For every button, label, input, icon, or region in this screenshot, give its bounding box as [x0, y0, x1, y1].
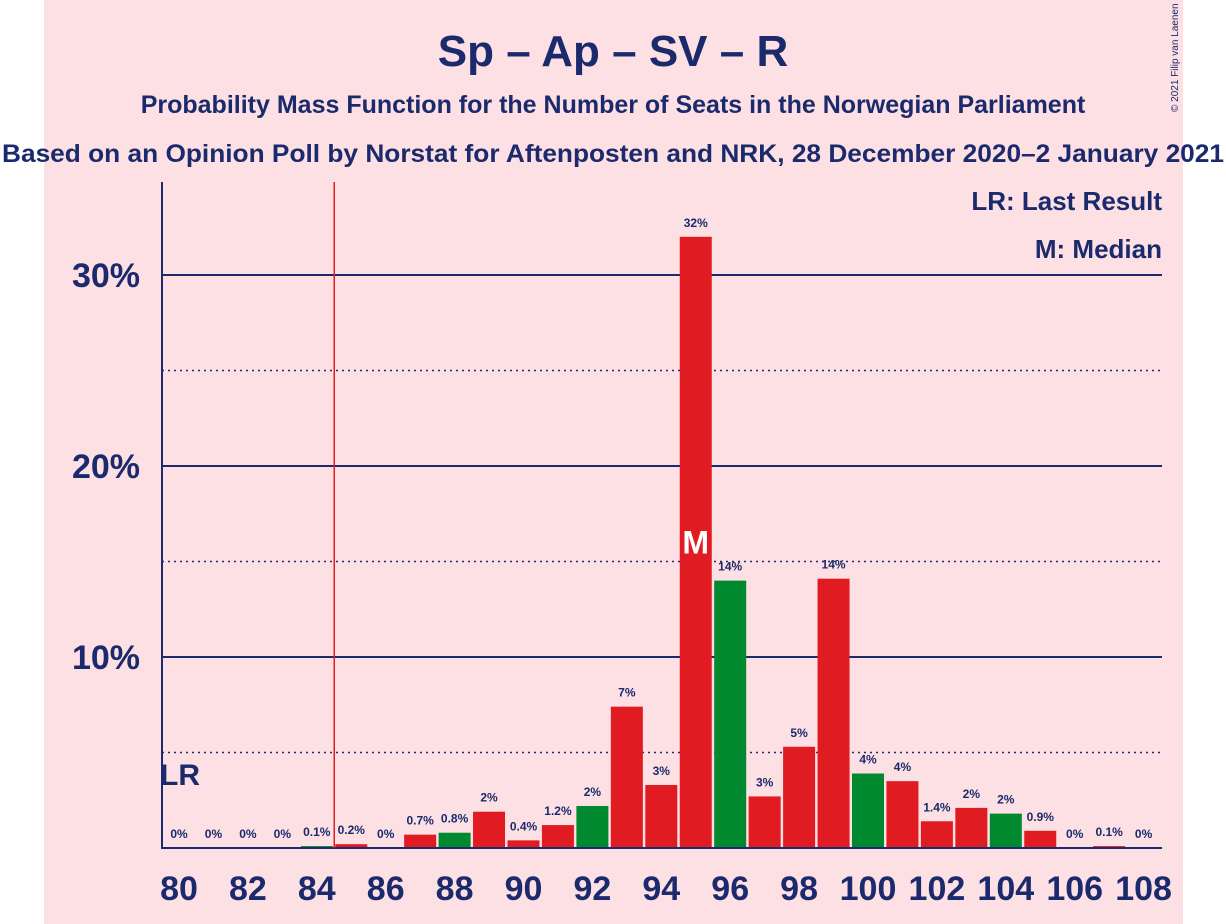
bar-label-seat-96: 14%: [718, 560, 742, 574]
legend-last-result: LR: Last Result: [971, 186, 1162, 216]
bar-seat-91: [541, 825, 574, 848]
bar-label-seat-85: 0.2%: [338, 823, 366, 837]
x-tick-label: 106: [1046, 870, 1103, 908]
copyright-note: © 2021 Filip van Laenen: [1170, 3, 1181, 112]
bar-seat-89: [473, 811, 506, 848]
bar-seat-101: [886, 781, 919, 848]
bar-seat-99: [817, 578, 850, 848]
x-tick-label: 90: [505, 870, 543, 908]
x-tick-label: 80: [160, 870, 198, 908]
y-tick-label: 20%: [72, 448, 140, 486]
bar-label-seat-104: 2%: [997, 793, 1015, 807]
bar-label-seat-105: 0.9%: [1027, 810, 1055, 824]
bar-label-seat-108: 0%: [1135, 827, 1153, 841]
bar-label-seat-86: 0%: [377, 827, 395, 841]
grid-lines: [162, 274, 1162, 754]
x-tick-label: 92: [573, 870, 611, 908]
x-tick-label: 86: [367, 870, 405, 908]
bar-seat-93: [610, 706, 643, 848]
bar-label-seat-100: 4%: [859, 753, 877, 767]
bar-label-seat-84: 0.1%: [303, 825, 331, 839]
bar-seat-102: [920, 821, 953, 848]
bar-label-seat-91: 1.2%: [544, 804, 572, 818]
bar-label-seat-94: 3%: [653, 764, 671, 778]
bar-label-seat-83: 0%: [274, 827, 292, 841]
x-tick-label: 100: [840, 870, 897, 908]
bar-label-seat-98: 5%: [790, 726, 808, 740]
bar-seat-96: [714, 580, 747, 848]
bar-label-seat-102: 1.4%: [923, 800, 951, 814]
x-tick-label: 88: [436, 870, 474, 908]
bars: [300, 236, 1126, 849]
bar-label-seat-87: 0.7%: [406, 814, 434, 828]
bar-seat-92: [576, 805, 609, 848]
x-tick-label: 98: [780, 870, 818, 908]
bar-seat-90: [507, 840, 540, 848]
bar-labels: 0% 0% 0% 0% 0.1% 0.2% 0% 0.7% 0.8% 2% 0.4% 1.2% 2% 7%…: [170, 216, 1152, 841]
y-axis-ticks: 10% 20% 30%: [72, 257, 140, 677]
chart-source-subtitle: Based on an Opinion Poll by Norstat for …: [2, 140, 1224, 168]
bar-seat-95: [679, 236, 712, 849]
bar-label-seat-90: 0.4%: [510, 819, 538, 833]
x-tick-label: 82: [229, 870, 267, 908]
bar-label-seat-95: 32%: [684, 216, 708, 230]
bar-seat-87: [404, 834, 437, 848]
bar-label-seat-106: 0%: [1066, 827, 1084, 841]
bar-seat-97: [748, 796, 781, 848]
bar-seat-94: [645, 784, 678, 848]
y-tick-label: 30%: [72, 257, 140, 295]
chart-title: Sp – Ap – SV – R: [438, 27, 788, 76]
bar-label-seat-101: 4%: [894, 760, 912, 774]
bar-seat-98: [783, 746, 816, 848]
x-tick-label: 84: [298, 870, 336, 908]
bar-label-seat-107: 0.1%: [1095, 825, 1123, 839]
chart-subtitle: Probability Mass Function for the Number…: [141, 91, 1086, 119]
bar-seat-100: [852, 773, 884, 848]
bar-label-seat-99: 14%: [822, 558, 846, 572]
bar-label-seat-97: 3%: [756, 775, 774, 789]
bar-seat-103: [955, 807, 988, 848]
bar-label-seat-88: 0.8%: [441, 812, 469, 826]
x-tick-label: 102: [909, 870, 966, 908]
median-marker: M: [682, 524, 709, 560]
y-tick-label: 10%: [72, 639, 140, 677]
bar-label-seat-81: 0%: [205, 827, 223, 841]
last-result-marker: LR: [160, 759, 200, 792]
bar-label-seat-92: 2%: [584, 785, 602, 799]
bar-seat-85: [335, 844, 368, 848]
x-tick-label: 108: [1115, 870, 1172, 908]
bar-label-seat-103: 2%: [963, 787, 981, 801]
bar-label-seat-82: 0%: [239, 827, 257, 841]
bar-seat-104: [989, 813, 1022, 848]
x-tick-label: 104: [977, 870, 1034, 908]
bar-seat-105: [1024, 830, 1057, 848]
bar-label-seat-80: 0%: [170, 827, 188, 841]
x-tick-label: 94: [642, 870, 680, 908]
x-tick-label: 96: [711, 870, 749, 908]
bar-label-seat-89: 2%: [480, 791, 498, 805]
bar-label-seat-93: 7%: [618, 686, 636, 700]
x-axis-ticks: 80 82 84 86 88 90 92 94 96 98 100 102 104 106 108: [160, 870, 1172, 908]
legend-median: M: Median: [1035, 234, 1162, 264]
bar-seat-88: [438, 832, 471, 848]
